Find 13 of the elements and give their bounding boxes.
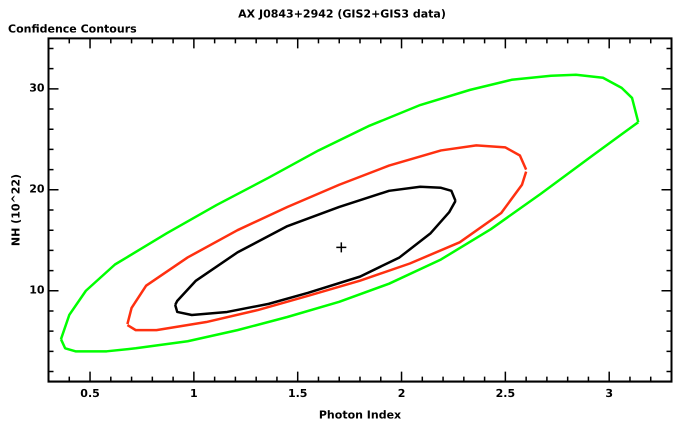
x-tick-label: 3 [605, 387, 614, 400]
x-tick-label: 2.5 [496, 387, 516, 400]
x-tick-label: 1.5 [288, 387, 308, 400]
y-tick-label: 20 [29, 182, 45, 196]
y-tick-label: 30 [29, 82, 45, 95]
x-tick-label: 2 [398, 387, 406, 400]
x-axis-title: Photon Index [318, 408, 402, 422]
y-tick-label: 10 [29, 284, 45, 297]
y-axis-title: NH (10^22) [9, 174, 22, 246]
x-tick-label: 1 [190, 387, 198, 400]
chart-subtitle: Confidence Contours [8, 22, 138, 36]
x-tick-label: 0.5 [80, 387, 100, 400]
chart-title: AX J0843+2942 (GIS2+GIS3 data) [238, 7, 446, 20]
